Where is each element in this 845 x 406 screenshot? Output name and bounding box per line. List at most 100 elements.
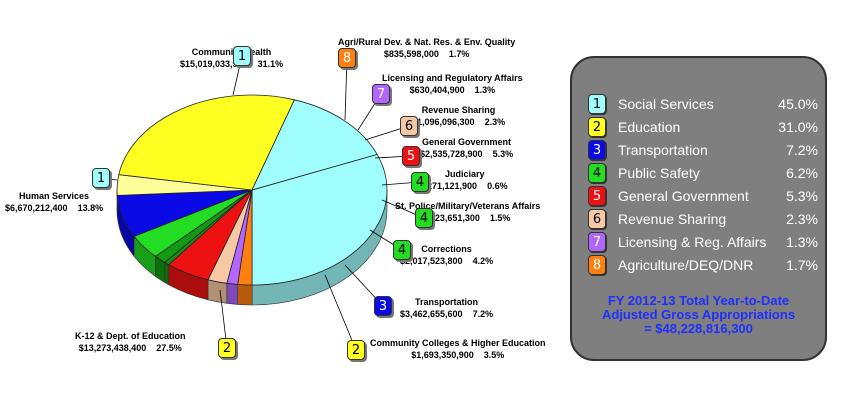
legend-item-4: 4 Public Safety 6.2% — [588, 163, 818, 183]
legend-badge: 4 — [588, 163, 606, 183]
legend-percent: 45.0% — [778, 96, 818, 112]
leader-line-10 — [324, 274, 357, 351]
slice-name: Human Services — [19, 191, 90, 201]
legend-item-6: 6 Revenue Sharing 2.3% — [588, 209, 818, 229]
legend-percent: 5.3% — [786, 188, 818, 204]
legend-item-1: 1 Social Services 45.0% — [588, 94, 818, 114]
slice-name: General Government — [422, 137, 512, 147]
legend-label: Public Safety — [618, 165, 700, 181]
slice-percent: 1.7% — [448, 49, 470, 59]
slice-amount: $3,462,655,600 — [400, 309, 463, 319]
pie-side-3 — [226, 282, 239, 305]
slice-amount: $1,693,350,900 — [411, 350, 474, 360]
slice-amount: $723,651,300 — [424, 213, 480, 223]
legend-label: General Government — [618, 188, 749, 204]
legend-percent: 2.3% — [786, 211, 818, 227]
slice-name: St. Police/Military/Veterans Affairs — [395, 201, 541, 211]
pie-slice-11 — [118, 94, 296, 191]
legend-panel: 1 Social Services 45.0% 2 Education 31.0% 3 Tra… — [570, 56, 827, 361]
group-badge-1: 1 — [233, 46, 251, 66]
slice-percent: 1.5% — [489, 213, 511, 223]
slice-label-8: Corrections $2,017,523,800 4.2% — [400, 243, 493, 267]
legend-percent: 7.2% — [786, 142, 818, 158]
total-appropriations: FY 2012-13 Total Year-to-Date Adjusted G… — [572, 294, 825, 336]
slice-amount: $2,017,523,800 — [400, 256, 463, 266]
legend-item-2: 2 Education 31.0% — [588, 117, 818, 137]
slice-percent: 5.3% — [492, 149, 514, 159]
slice-name: Revenue Sharing — [421, 105, 496, 115]
legend-percent: 1.3% — [786, 234, 818, 250]
legend-label: Transportation — [618, 142, 708, 158]
pie-side-6 — [164, 261, 169, 286]
slice-percent: 4.2% — [472, 256, 494, 266]
slice-percent: 1.3% — [474, 85, 496, 95]
total-line-2: Adjusted Gross Appropriations — [601, 307, 796, 322]
group-badge-12: 1 — [92, 168, 110, 188]
slice-name: Community Health — [191, 47, 272, 57]
slice-label-3: Licensing and Regulatory Affairs $630,404… — [382, 72, 523, 96]
legend-percent: 6.2% — [786, 165, 818, 181]
slice-percent: 13.8% — [77, 203, 104, 213]
slice-amount: $1,096,096,300 — [412, 117, 475, 127]
group-badge-8: 4 — [393, 240, 411, 260]
legend-label: Revenue Sharing — [618, 211, 727, 227]
group-badge-11: 2 — [218, 338, 236, 358]
slice-label-5: General Government $2,535,728,900 5.3% — [420, 136, 513, 160]
group-badge-10: 2 — [347, 340, 365, 360]
leader-line-2 — [344, 57, 348, 121]
slice-amount: $630,404,900 — [409, 85, 465, 95]
slice-percent: 31.1% — [257, 59, 284, 69]
slice-amount: $6,670,212,400 — [5, 203, 68, 213]
legend-badge: 5 — [588, 186, 606, 206]
slice-name: Agri/Rural Dev. & Nat. Res. & Env. Quali… — [338, 37, 516, 47]
slice-label-4: Revenue Sharing $1,096,096,300 2.3% — [412, 104, 505, 128]
slice-label-6: Judiciary $271,121,900 0.6% — [422, 168, 508, 192]
slice-percent: 0.6% — [487, 181, 508, 191]
slice-amount: $271,121,900 — [422, 181, 478, 191]
slice-percent: 3.5% — [483, 350, 505, 360]
slice-name: Community Colleges & Higher Education — [370, 338, 546, 348]
slice-label-11: K-12 & Dept. of Education $13,273,438,400… — [75, 330, 186, 354]
legend-item-5: 5 General Government 5.3% — [588, 186, 818, 206]
slice-label-1: Community Health $15,019,033,900 31.1% — [180, 46, 283, 70]
slice-amount: $15,019,033,900 — [180, 59, 248, 69]
group-badge-7: 4 — [415, 208, 433, 228]
legend-label: Education — [618, 119, 681, 135]
pie-side-2 — [237, 284, 253, 306]
group-badge-3: 7 — [372, 84, 390, 104]
slice-label-10: Community Colleges & Higher Education $1,… — [370, 337, 546, 361]
slice-percent: 2.3% — [484, 117, 506, 127]
slice-name: Judiciary — [445, 169, 485, 179]
slice-amount: $835,598,000 — [383, 49, 439, 59]
legend-label: Agriculture/DEQ/DNR — [618, 257, 754, 273]
legend-item-8: 8 Agriculture/DEQ/DNR 1.7% — [588, 255, 818, 275]
legend-label: Licensing & Reg. Affairs — [618, 234, 767, 250]
slice-amount: $13,273,438,400 — [78, 343, 147, 353]
group-badge-9: 3 — [374, 296, 392, 316]
legend-badge: 3 — [588, 140, 606, 160]
legend-badge: 7 — [588, 232, 606, 252]
legend-percent: 31.0% — [778, 119, 818, 135]
slice-label-9: Transportation $3,462,655,600 7.2% — [400, 296, 493, 320]
slice-percent: 27.5% — [156, 343, 182, 353]
group-badge-5: 5 — [402, 146, 420, 166]
group-badge-6: 4 — [411, 172, 429, 192]
slice-label-12: Human Services $6,670,212,400 13.8% — [5, 190, 103, 214]
pie-slice-1 — [251, 153, 388, 286]
slice-label-7: St. Police/Military/Veterans Affairs $723… — [395, 200, 540, 224]
legend-percent: 1.7% — [786, 257, 818, 273]
legend-badge: 1 — [588, 94, 606, 114]
legend-badge: 8 — [588, 255, 606, 275]
slice-name: K-12 & Dept. of Education — [75, 331, 186, 341]
slice-label-2: Agri/Rural Dev. & Nat. Res. & Env. Quali… — [338, 36, 515, 60]
slice-percent: 7.2% — [472, 309, 494, 319]
total-line-3: = $48,228,816,300 — [644, 321, 753, 336]
group-badge-2: 8 — [338, 48, 356, 68]
legend-badge: 2 — [588, 117, 606, 137]
legend-badge: 6 — [588, 209, 606, 229]
legend-item-3: 3 Transportation 7.2% — [588, 140, 818, 160]
legend-item-7: 7 Licensing & Reg. Affairs 1.3% — [588, 232, 818, 252]
pie-slice-12 — [251, 99, 378, 191]
slice-name: Corrections — [421, 244, 472, 254]
